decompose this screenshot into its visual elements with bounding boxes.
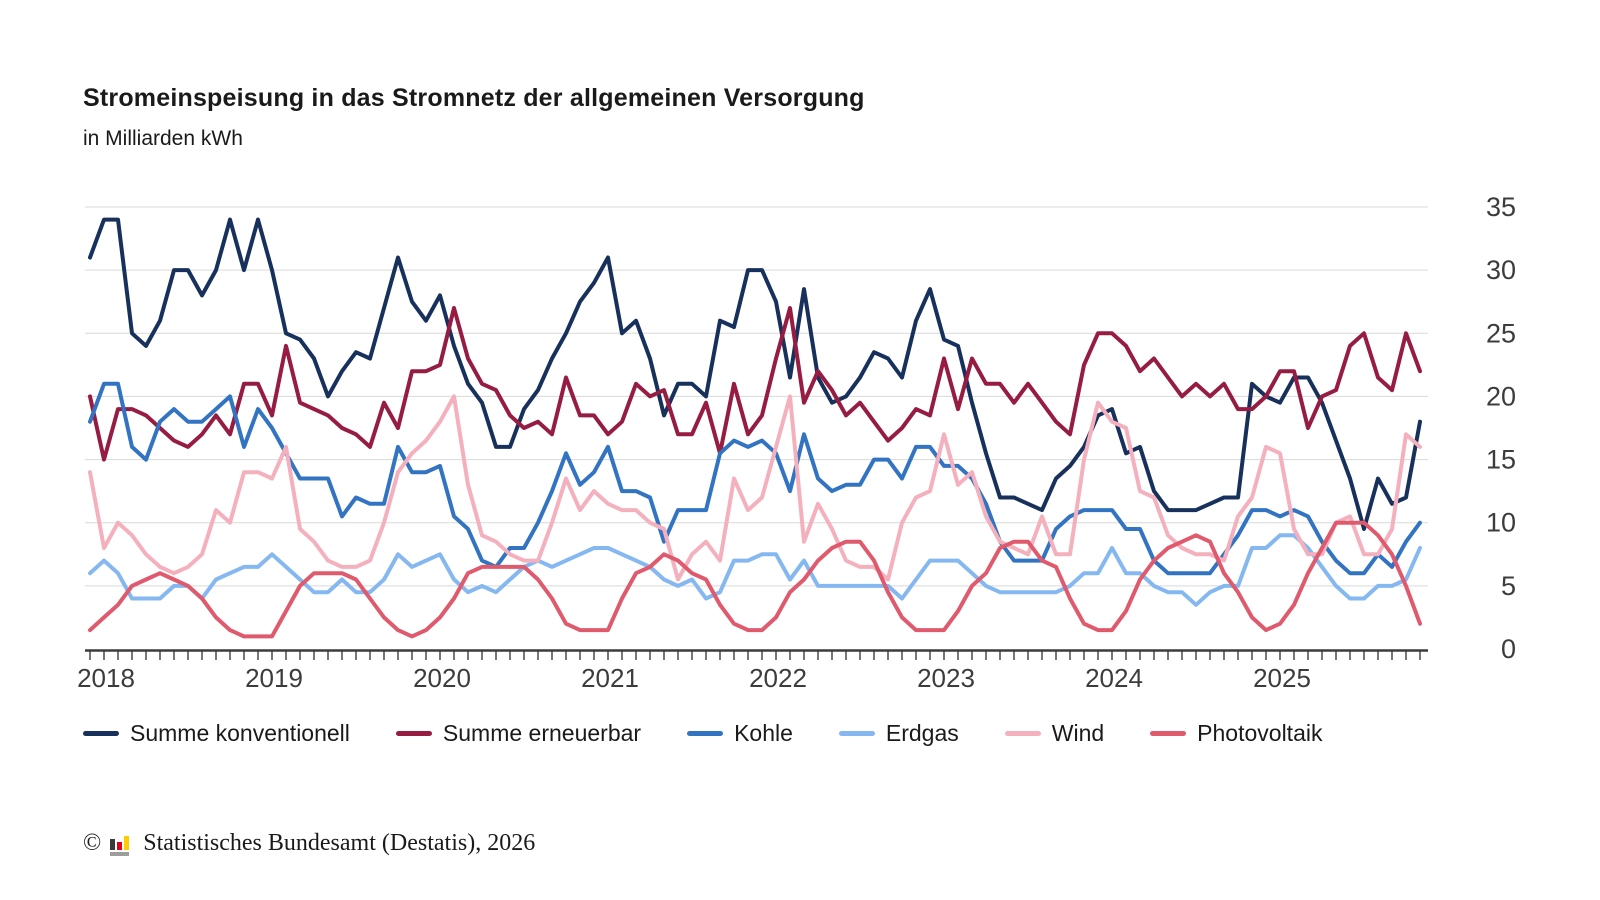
y-axis-label-0: 0 bbox=[1501, 634, 1516, 664]
y-axis-label-30: 30 bbox=[1486, 255, 1516, 285]
legend-label: Wind bbox=[1051, 720, 1105, 746]
x-axis-label-2019: 2019 bbox=[245, 663, 303, 693]
chart-line-photovoltaik bbox=[88, 520, 1422, 639]
legend-item-summe-erneuerbar[interactable]: Summe erneuerbar bbox=[395, 720, 642, 747]
legend-swatch-erdgas bbox=[838, 731, 875, 736]
x-axis-label-2023: 2023 bbox=[917, 663, 975, 693]
x-axis-label-2021: 2021 bbox=[581, 663, 639, 693]
x-axis-label-2022: 2022 bbox=[749, 663, 807, 693]
source-text: Statistisches Bundesamt (Destatis), 2026 bbox=[143, 830, 536, 856]
legend-swatch-summe-erneuerbar bbox=[395, 731, 432, 736]
copyright-icon: © bbox=[83, 830, 102, 856]
legend-item-photovoltaik[interactable]: Photovoltaik bbox=[1150, 720, 1322, 747]
legend-label: Summe konventionell bbox=[130, 720, 350, 746]
legend-label: Photovoltaik bbox=[1197, 720, 1323, 746]
x-axis-label-2018: 2018 bbox=[77, 663, 135, 693]
legend-swatch-summe-konventionell bbox=[83, 731, 119, 736]
page-subtitle: in Milliarden kWh bbox=[83, 127, 243, 150]
chart-line-summe-konventionell bbox=[88, 217, 1422, 531]
x-axis-label-2025: 2025 bbox=[1253, 663, 1311, 693]
legend-swatch-kohle bbox=[687, 731, 724, 736]
y-axis-label-15: 15 bbox=[1486, 445, 1516, 475]
chart-line-wind bbox=[88, 394, 1422, 582]
legend-item-kohle[interactable]: Kohle bbox=[687, 720, 793, 747]
y-axis-label-35: 35 bbox=[1486, 192, 1516, 222]
legend-label: Kohle bbox=[734, 720, 793, 746]
legend-item-erdgas[interactable]: Erdgas bbox=[838, 720, 959, 747]
legend-label: Summe erneuerbar bbox=[442, 720, 642, 746]
y-axis-label-20: 20 bbox=[1486, 381, 1516, 411]
chart-line-summe-erneuerbar bbox=[88, 306, 1422, 462]
x-axis-label-2020: 2020 bbox=[413, 663, 471, 693]
x-axis-label-2024: 2024 bbox=[1085, 663, 1143, 693]
chart-legend: Summe konventionell Summe erneuerbar Koh… bbox=[83, 720, 1322, 747]
chart-line-erdgas bbox=[88, 533, 1422, 607]
legend-item-summe-konventionell[interactable]: Summe konventionell bbox=[83, 720, 350, 747]
destatis-logo-icon bbox=[110, 835, 130, 856]
legend-swatch-photovoltaik bbox=[1150, 731, 1187, 736]
y-axis-label-10: 10 bbox=[1486, 508, 1516, 538]
page-title: Stromeinspeisung in das Stromnetz der al… bbox=[83, 84, 865, 112]
source-line: © Statistisches Bundesamt (Destatis), 20… bbox=[83, 830, 535, 857]
chart-line-kohle bbox=[88, 381, 1422, 576]
legend-label: Erdgas bbox=[885, 720, 959, 746]
y-axis-label-5: 5 bbox=[1501, 571, 1516, 601]
legend-item-wind[interactable]: Wind bbox=[1004, 720, 1105, 747]
legend-swatch-wind bbox=[1004, 731, 1041, 736]
y-axis-label-25: 25 bbox=[1486, 318, 1516, 348]
